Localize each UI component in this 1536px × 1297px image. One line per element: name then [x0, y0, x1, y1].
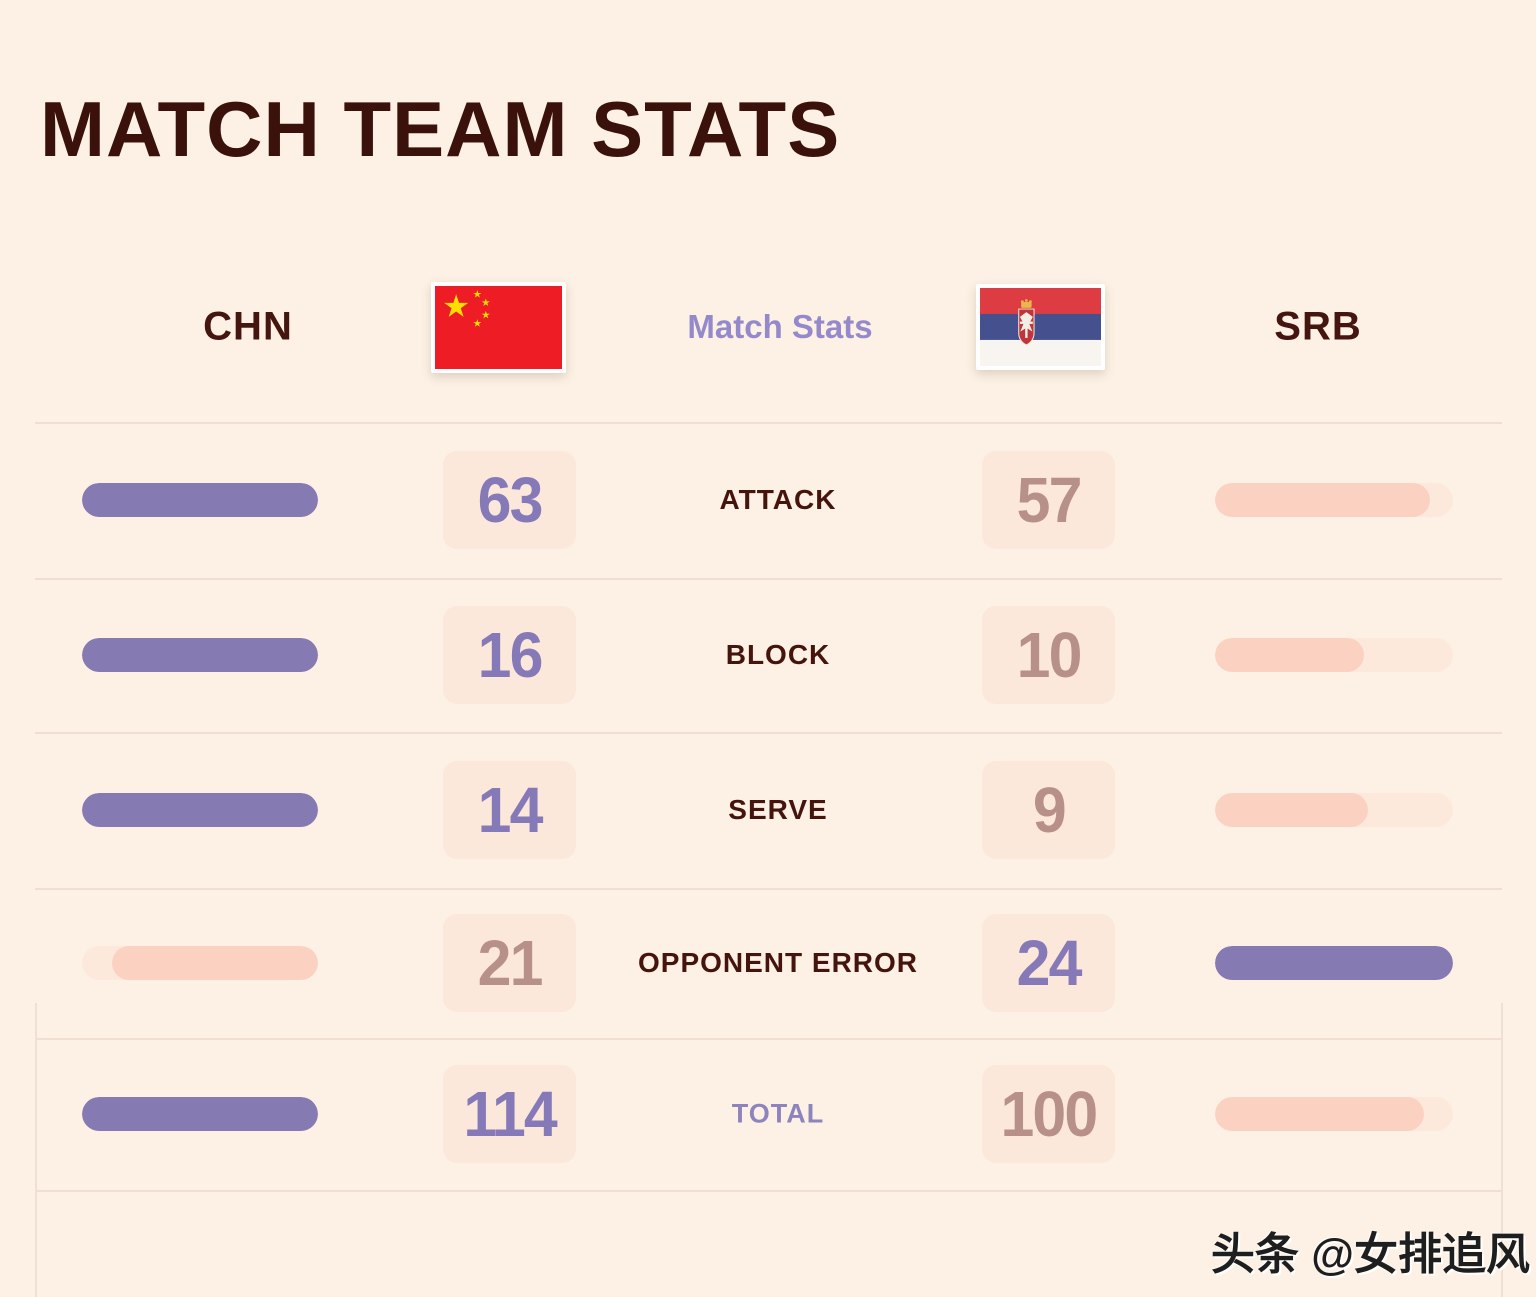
- chn-bar-track: [82, 638, 318, 672]
- china-flag-icon: [431, 282, 566, 373]
- serbia-flag-svg: [980, 288, 1101, 366]
- chn-bar-track: [82, 1097, 318, 1131]
- stat-row-attack: 63 ATTACK 57: [0, 422, 1536, 578]
- stat-row-block: 16 BLOCK 10: [0, 578, 1536, 732]
- srb-bar: [1215, 1097, 1424, 1131]
- srb-value: 9: [1032, 774, 1067, 846]
- srb-value: 10: [1016, 619, 1083, 691]
- divider-line: [35, 732, 1502, 734]
- divider-line: [35, 422, 1502, 424]
- chn-value-card: 16: [443, 606, 576, 704]
- chn-value: 114: [463, 1078, 557, 1150]
- page-title: MATCH TEAM STATS: [40, 85, 841, 173]
- card-border-right: [1501, 1003, 1503, 1297]
- chn-value: 21: [477, 927, 544, 999]
- srb-value: 57: [1016, 464, 1083, 536]
- chn-value: 16: [477, 619, 544, 691]
- chn-value-card: 63: [443, 451, 576, 549]
- chn-bar-track: [82, 793, 318, 827]
- chn-bar: [82, 638, 318, 672]
- srb-bar: [1215, 793, 1369, 827]
- chn-bar: [82, 483, 318, 517]
- china-flag-svg: [435, 286, 562, 369]
- srb-value-card: 57: [982, 451, 1115, 549]
- stat-label: TOTAL: [731, 1098, 825, 1129]
- watermark: 头条 @女排追风: [1210, 1230, 1530, 1279]
- srb-bar-track: [1215, 946, 1453, 980]
- stat-label: ATTACK: [719, 484, 837, 515]
- stat-row-opponent-error: 21 OPPONENT ERROR 24: [0, 888, 1536, 1038]
- stat-row-total: 114 TOTAL 100: [0, 1038, 1536, 1190]
- chn-bar-track: [82, 946, 318, 980]
- srb-bar: [1215, 483, 1431, 517]
- srb-bar-track: [1215, 1097, 1453, 1131]
- srb-bar: [1215, 946, 1453, 980]
- srb-bar: [1215, 638, 1364, 672]
- chn-value-card: 114: [443, 1065, 576, 1163]
- srb-bar-track: [1215, 483, 1453, 517]
- srb-value: 24: [1016, 927, 1083, 999]
- chn-bar: [82, 1097, 318, 1131]
- center-title: Match Stats: [687, 308, 873, 345]
- srb-value-card: 100: [982, 1065, 1115, 1163]
- chn-value-card: 21: [443, 914, 576, 1012]
- srb-value-card: 24: [982, 914, 1115, 1012]
- chn-bar: [111, 946, 318, 980]
- card-border-left: [35, 1003, 37, 1297]
- divider-line: [35, 1038, 1502, 1040]
- srb-bar-track: [1215, 638, 1453, 672]
- chn-value: 63: [477, 464, 544, 536]
- stat-label: BLOCK: [725, 639, 831, 670]
- srb-value-card: 10: [982, 606, 1115, 704]
- chn-bar: [82, 793, 318, 827]
- divider-line: [35, 1190, 1502, 1192]
- srb-value-card: 9: [982, 761, 1115, 859]
- srb-bar-track: [1215, 793, 1453, 827]
- divider-line: [35, 888, 1502, 890]
- srb-value: 100: [1000, 1078, 1099, 1150]
- chn-bar-track: [82, 483, 318, 517]
- stat-row-serve: 14 SERVE 9: [0, 732, 1536, 888]
- chn-value-card: 14: [443, 761, 576, 859]
- away-team-code: SRB: [1274, 304, 1362, 349]
- divider-line: [35, 578, 1502, 580]
- home-team-code: CHN: [203, 304, 293, 349]
- serbia-flag-icon: [976, 284, 1105, 370]
- chn-value: 14: [477, 774, 544, 846]
- stat-label: SERVE: [728, 794, 828, 825]
- stat-label: OPPONENT ERROR: [637, 947, 919, 978]
